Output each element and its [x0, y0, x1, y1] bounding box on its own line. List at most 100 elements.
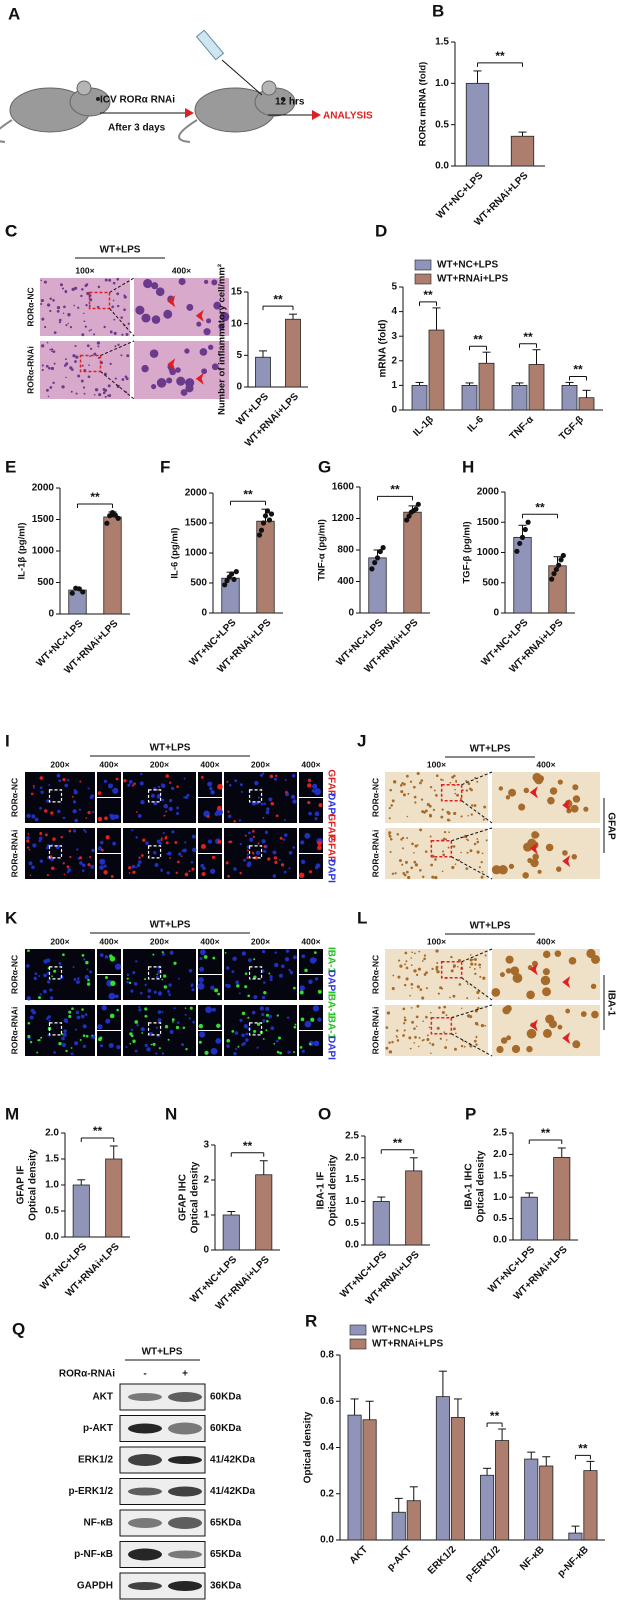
texture	[29, 1040, 33, 1044]
texture	[49, 309, 52, 313]
texture	[53, 969, 57, 973]
texture	[253, 1029, 257, 1033]
legend-label: WT+NC+LPS	[372, 1325, 433, 1336]
texture	[149, 349, 159, 358]
texture	[442, 837, 446, 841]
y-tick-label: 1	[391, 380, 397, 391]
bar	[539, 1465, 554, 1541]
texture	[405, 960, 408, 963]
texture	[185, 384, 194, 393]
y-axis-label: GFAP IF	[16, 1166, 27, 1205]
texture	[418, 950, 421, 953]
texture	[388, 834, 392, 838]
texture	[153, 990, 157, 994]
texture	[404, 963, 406, 966]
texture	[441, 808, 444, 811]
texture	[135, 305, 145, 315]
texture	[62, 1032, 67, 1037]
texture	[456, 793, 460, 797]
texture	[526, 1028, 537, 1039]
texture	[112, 299, 115, 302]
texture	[247, 861, 252, 866]
texture	[89, 970, 92, 974]
texture	[266, 1019, 269, 1023]
magnification: 200×	[50, 936, 69, 946]
texture	[138, 856, 141, 859]
texture	[99, 840, 104, 845]
texture	[135, 811, 138, 813]
panel-letter: K	[5, 908, 18, 927]
panel-header: WT+LPS	[470, 921, 511, 932]
texture	[416, 1004, 420, 1008]
texture	[227, 814, 232, 818]
texture	[265, 1029, 268, 1032]
texture	[470, 804, 474, 807]
size-label: 60KDa	[210, 1392, 242, 1403]
texture	[34, 817, 39, 822]
texture	[426, 1038, 430, 1042]
texture	[39, 859, 44, 863]
texture	[201, 872, 206, 877]
texture	[175, 1025, 180, 1030]
texture	[443, 831, 447, 834]
texture	[257, 842, 260, 845]
texture	[170, 786, 175, 791]
panel-letter: G	[318, 457, 331, 476]
y-axis-label: IBA-1 IHC	[464, 1163, 475, 1209]
texture	[27, 1021, 31, 1025]
texture	[79, 1039, 82, 1041]
row-label: RORα-RNAi	[9, 1007, 19, 1055]
texture	[75, 392, 78, 395]
texture	[33, 976, 37, 980]
legend-swatch	[349, 1324, 367, 1336]
magnification: 200×	[150, 936, 169, 946]
bar	[405, 1170, 423, 1246]
texture	[80, 294, 83, 298]
texture	[69, 855, 72, 859]
data-point	[80, 589, 86, 595]
micrograph	[385, 1005, 488, 1056]
texture	[41, 317, 45, 321]
significance: **	[93, 1124, 103, 1138]
texture	[542, 1028, 552, 1038]
micrograph	[134, 341, 229, 399]
texture	[26, 964, 30, 968]
texture	[43, 989, 47, 994]
texture	[234, 1031, 239, 1035]
texture	[38, 975, 41, 978]
zoom-line	[100, 371, 135, 400]
texture	[178, 852, 182, 856]
texture	[69, 325, 73, 329]
stain-label: DAPI	[325, 1036, 336, 1060]
texture	[72, 966, 75, 969]
y-tick-label: 0.5	[45, 1206, 59, 1217]
zoom-line	[461, 977, 493, 1001]
texture	[74, 286, 78, 290]
texture	[288, 850, 293, 855]
texture	[480, 875, 484, 879]
texture	[217, 805, 222, 811]
texture	[276, 1014, 279, 1017]
texture	[164, 1025, 169, 1029]
texture	[40, 298, 44, 303]
protein-label: p-NF-κB	[74, 1549, 113, 1560]
texture	[407, 792, 410, 795]
y-tick-label: 2	[203, 1175, 209, 1186]
texture	[38, 996, 41, 1000]
texture	[403, 873, 407, 877]
texture	[134, 1020, 139, 1024]
texture	[56, 773, 61, 778]
texture	[314, 817, 318, 821]
texture	[510, 966, 520, 976]
texture	[277, 1036, 282, 1040]
blot-band	[168, 1550, 202, 1559]
texture	[167, 851, 172, 856]
data-point	[262, 513, 269, 519]
texture	[208, 344, 214, 350]
panel-letter: R	[305, 1311, 317, 1330]
texture	[63, 364, 67, 367]
texture	[308, 870, 313, 874]
texture	[155, 975, 159, 979]
texture	[307, 778, 312, 783]
texture	[459, 797, 463, 800]
